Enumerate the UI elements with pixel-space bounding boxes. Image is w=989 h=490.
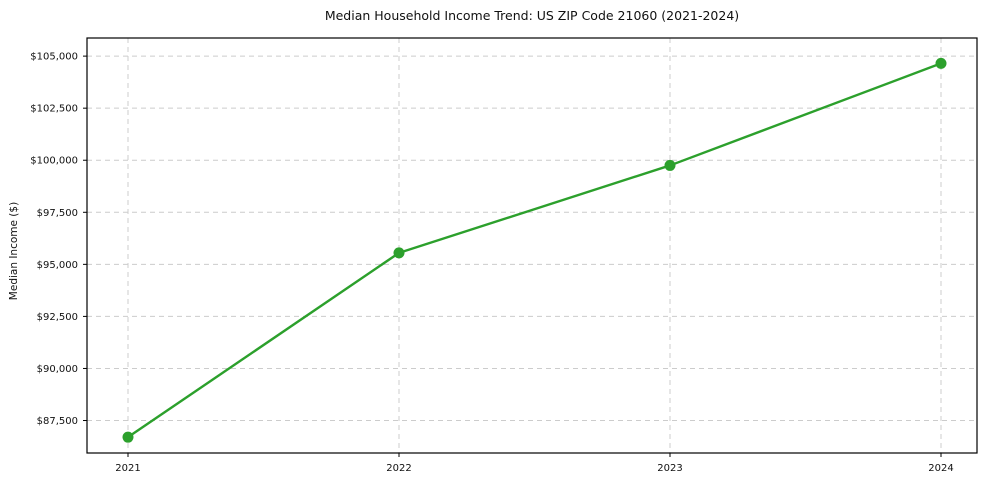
y-tick-label: $90,000 (37, 364, 78, 375)
x-tick-label: 2022 (386, 463, 411, 474)
data-point-2024 (935, 57, 947, 69)
data-point-2022 (393, 247, 405, 259)
y-tick-label: $92,500 (37, 312, 78, 323)
y-tick-label: $95,000 (37, 260, 78, 271)
y-tick-label: $100,000 (30, 156, 78, 167)
x-tick-label: 2024 (928, 463, 953, 474)
plot-border (86, 37, 978, 454)
x-tick-label: 2023 (657, 463, 682, 474)
y-tick-label: $102,500 (30, 104, 78, 115)
chart-title: Median Household Income Trend: US ZIP Co… (324, 8, 740, 23)
y-tick-label: $97,500 (37, 208, 78, 219)
y-tick-label: $87,500 (37, 416, 78, 427)
data-point-2023 (664, 159, 676, 171)
data-point-2021 (122, 431, 134, 443)
x-tick-label: 2021 (115, 463, 140, 474)
y-tick-label: $105,000 (30, 52, 78, 63)
series-line (126, 62, 943, 439)
